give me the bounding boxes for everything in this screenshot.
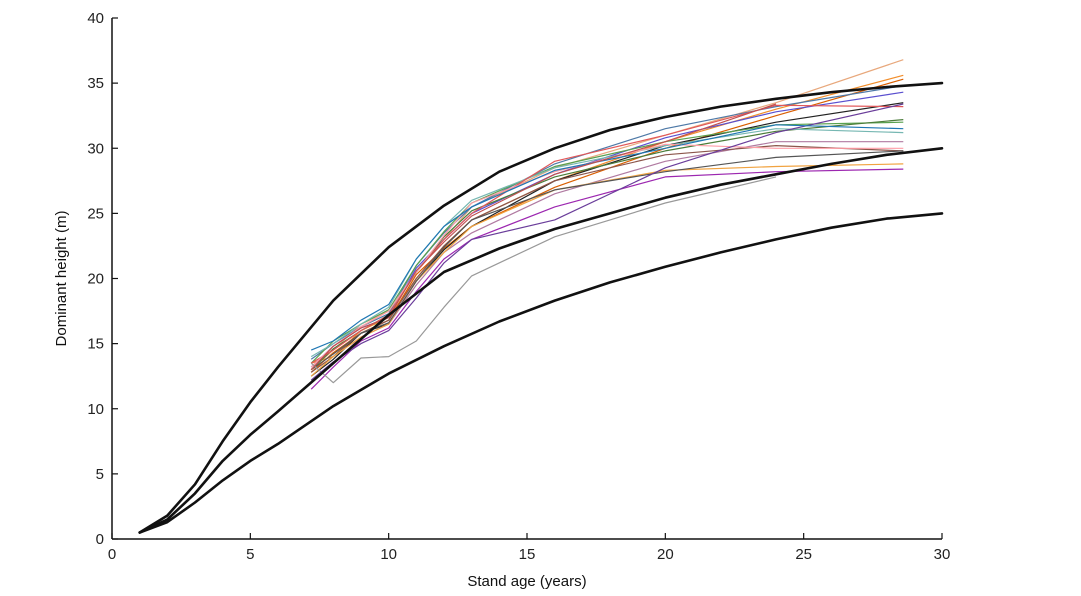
observed-series-line-11 bbox=[310, 141, 904, 384]
reference-curve-1 bbox=[138, 81, 944, 534]
x-tick-label: 20 bbox=[657, 546, 674, 563]
observed-series-line-6 bbox=[310, 102, 904, 377]
observed-series-line-20 bbox=[310, 103, 777, 371]
y-tick-label: 35 bbox=[87, 75, 104, 92]
observed-series-line-12 bbox=[310, 168, 904, 390]
y-tick-label: 5 bbox=[96, 466, 104, 483]
y-tick-label: 10 bbox=[87, 401, 104, 418]
observed-series-layer bbox=[310, 59, 904, 390]
observed-series-line-7 bbox=[310, 121, 904, 364]
reference-curves-layer bbox=[138, 81, 944, 534]
y-tick-label: 20 bbox=[87, 271, 104, 288]
observed-series-line-15 bbox=[310, 163, 904, 377]
observed-series-line-16 bbox=[310, 150, 904, 371]
observed-series-line-4 bbox=[310, 85, 904, 360]
y-tick-label: 25 bbox=[87, 205, 104, 222]
x-tick-label: 30 bbox=[934, 546, 951, 563]
x-tick-label: 10 bbox=[380, 546, 397, 563]
x-tick-label: 15 bbox=[519, 546, 536, 563]
observed-series-line-19 bbox=[310, 124, 904, 351]
y-tick-label: 15 bbox=[87, 336, 104, 353]
observed-series-line-5 bbox=[310, 91, 904, 368]
x-axis-label: Stand age (years) bbox=[467, 573, 586, 590]
y-tick-label: 40 bbox=[87, 10, 104, 27]
reference-curve-2 bbox=[138, 147, 944, 534]
x-ticks: 0 5 10 15 20 25 30 bbox=[108, 533, 951, 563]
observed-series-line-2 bbox=[311, 74, 904, 364]
observed-series-line-14 bbox=[310, 143, 904, 368]
reference-curve-3 bbox=[138, 212, 944, 534]
observed-series-line-18 bbox=[310, 103, 904, 381]
observed-series-line-13 bbox=[310, 145, 904, 373]
y-ticks: 0 5 10 15 20 25 30 35 40 bbox=[87, 10, 118, 548]
x-tick-label: 0 bbox=[108, 546, 116, 563]
x-tick-label: 25 bbox=[795, 546, 812, 563]
y-axis-label: Dominant height (m) bbox=[53, 211, 70, 347]
axes: 0 5 10 15 20 25 30 0 5 10 15 20 25 30 35 40 bbox=[87, 10, 950, 563]
observed-series-line-9 bbox=[310, 128, 904, 358]
y-tick-label: 30 bbox=[87, 140, 104, 157]
observed-series-line-10 bbox=[310, 104, 904, 364]
y-tick-label: 0 bbox=[96, 531, 104, 548]
observed-series-line-17 bbox=[310, 176, 777, 384]
observed-series-line-3 bbox=[310, 78, 904, 373]
x-tick-label: 5 bbox=[246, 546, 254, 563]
